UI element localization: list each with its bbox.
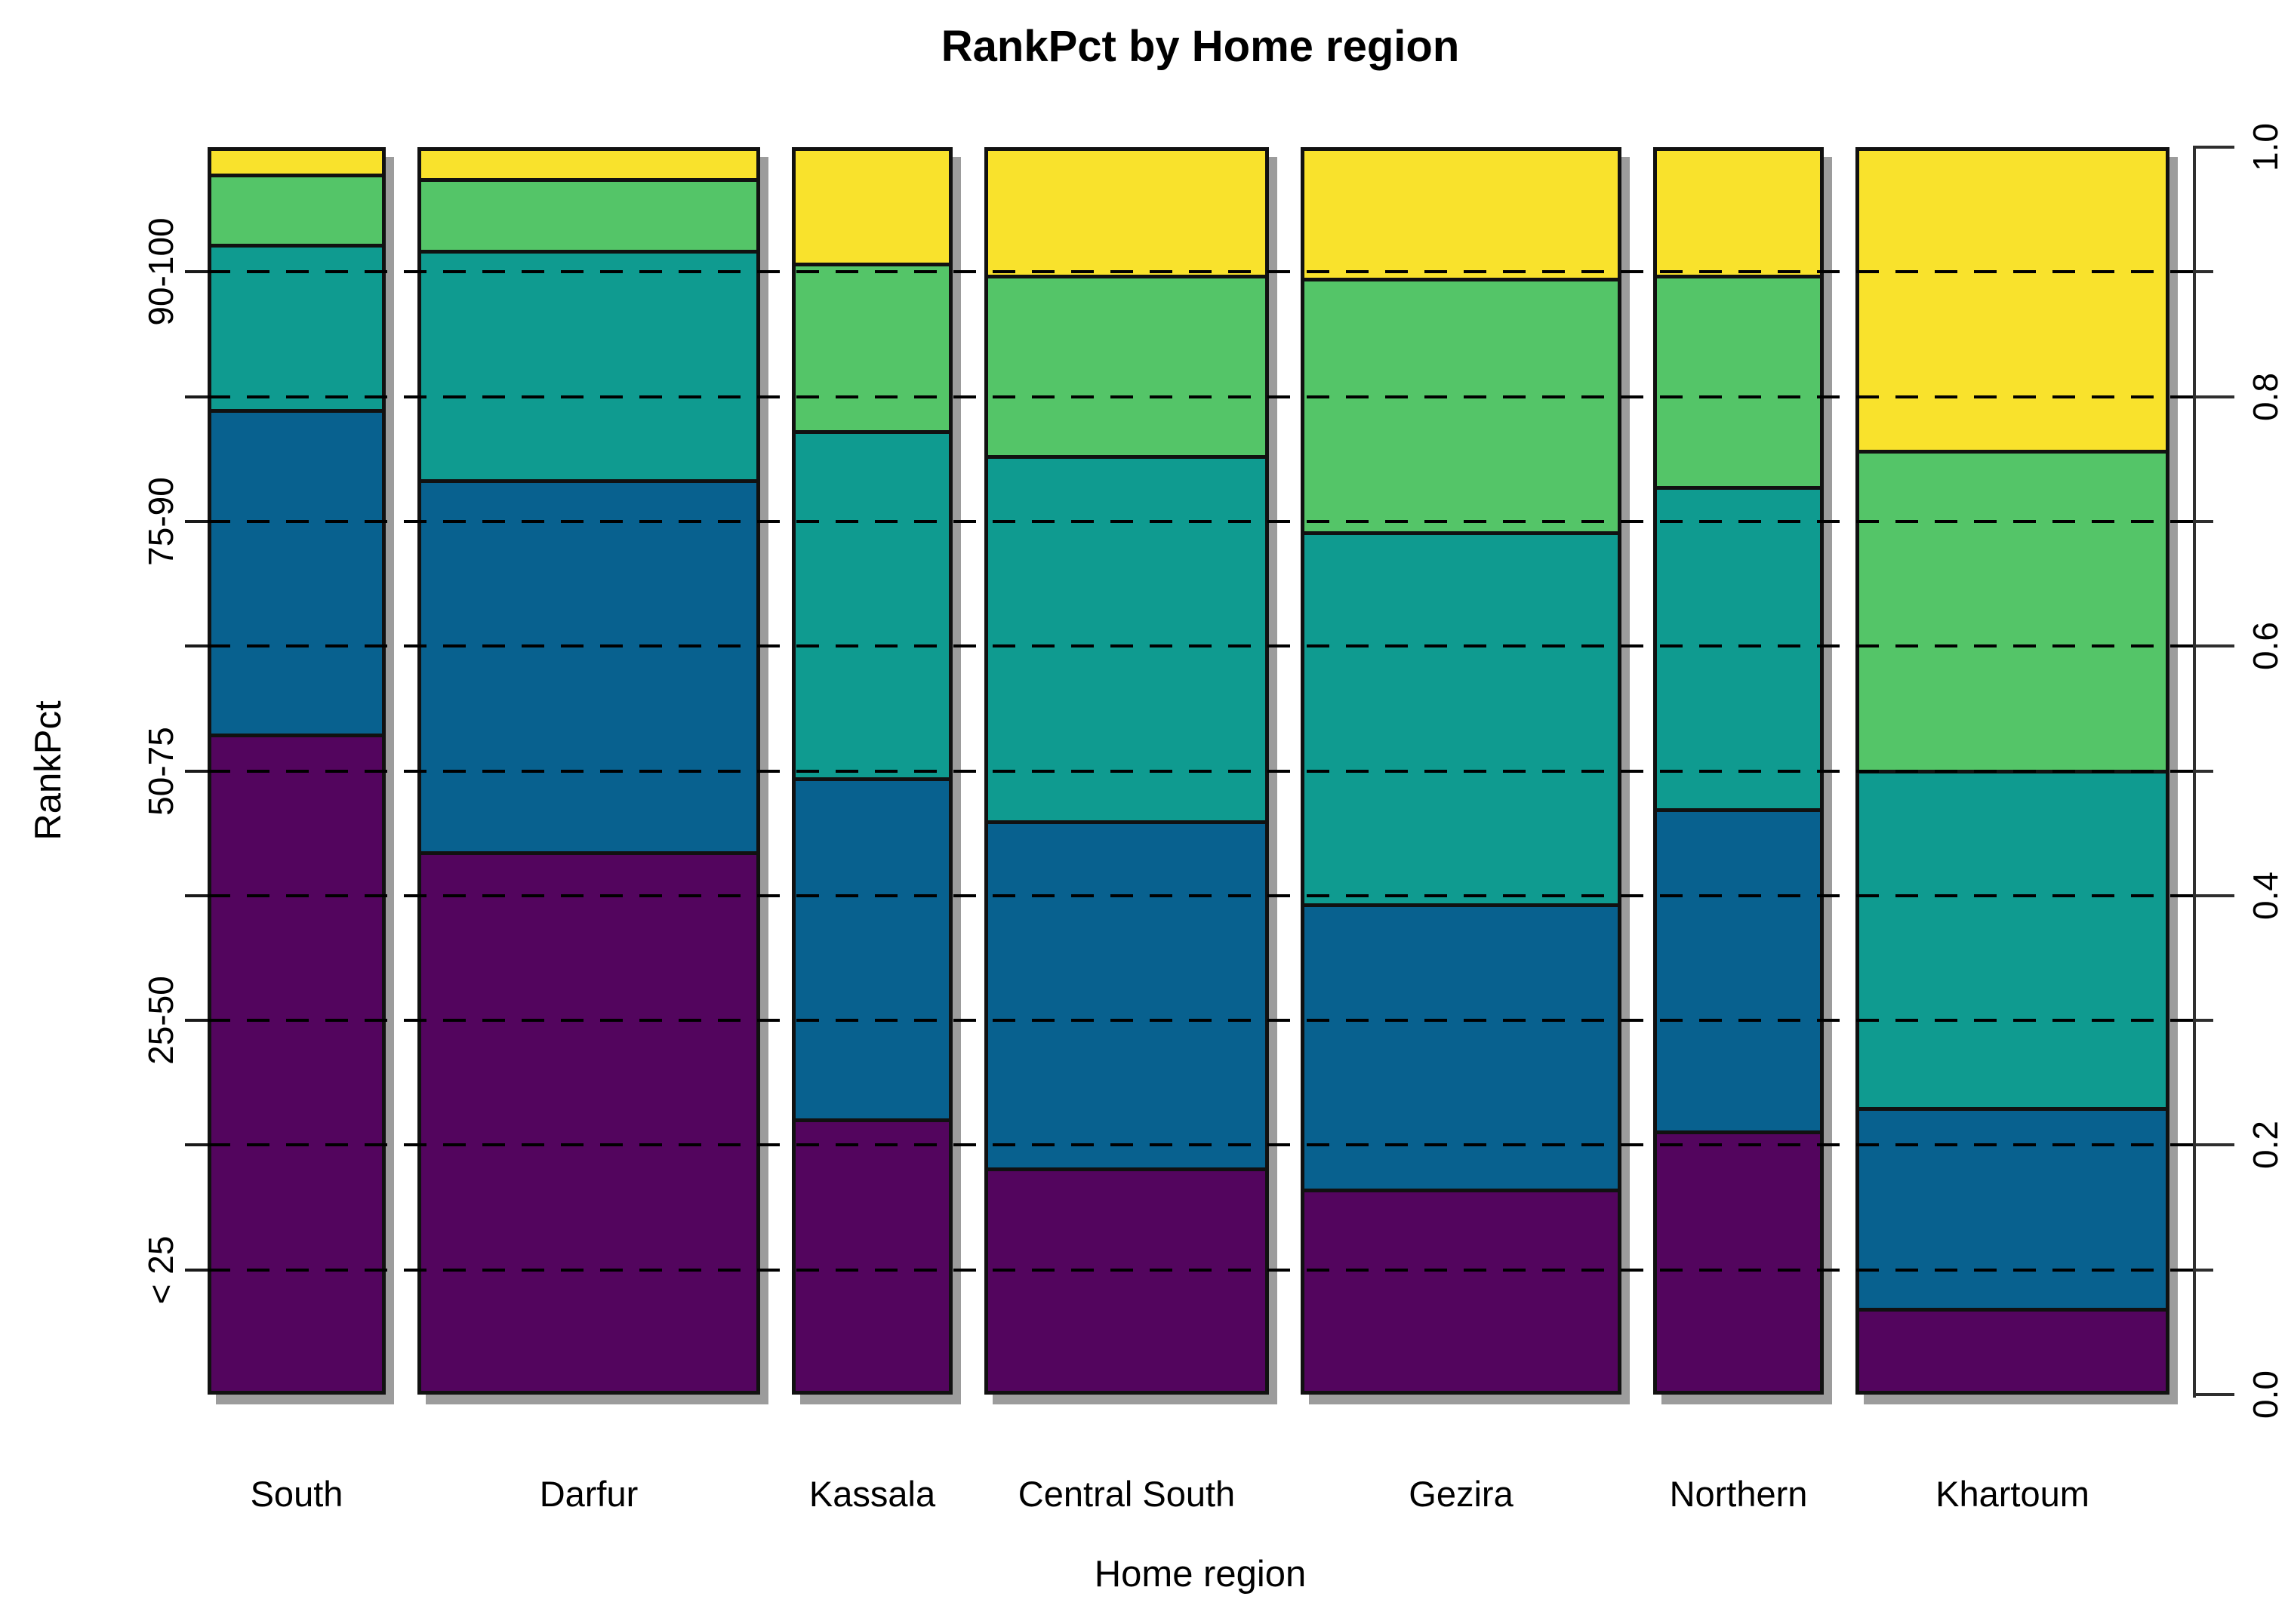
x-category-label-gezira: Gezira bbox=[1409, 1474, 1514, 1514]
right-axis-major-tick-0.6 bbox=[2193, 644, 2234, 648]
segment-khartoum-25-50 bbox=[1859, 1106, 2166, 1308]
left-axis-tick-0.1 bbox=[185, 1268, 208, 1272]
segment-kassala-25-50 bbox=[796, 777, 949, 1118]
right-axis-minor-tick-0.7 bbox=[2193, 519, 2213, 523]
right-axis-major-tick-0.8 bbox=[2193, 395, 2234, 398]
x-category-label-northern: Northern bbox=[1669, 1474, 1808, 1514]
left-axis-tick-0.7 bbox=[185, 519, 208, 523]
segment-khartoum-75-90 bbox=[1859, 449, 2166, 770]
segment-central-south-25 bbox=[988, 1167, 1265, 1391]
left-axis-tick-0.3 bbox=[185, 1019, 208, 1023]
segment-south-90-100 bbox=[211, 151, 382, 174]
right-axis-line bbox=[2193, 147, 2196, 1398]
gridline-0.7 bbox=[208, 519, 2193, 523]
right-axis-minor-tick-0.9 bbox=[2193, 270, 2213, 274]
y-category-label-75-90: 75-90 bbox=[141, 477, 180, 566]
left-axis-tick-0.2 bbox=[185, 1143, 208, 1147]
x-category-label-darfur: Darfur bbox=[539, 1474, 639, 1514]
gridline-0.5 bbox=[208, 769, 2193, 773]
y-category-label-25: < 25 bbox=[141, 1235, 180, 1305]
right-axis-minor-tick-0.5 bbox=[2193, 769, 2213, 773]
segment-central-south-90-100 bbox=[988, 151, 1265, 275]
segment-khartoum-25 bbox=[1859, 1307, 2166, 1391]
segment-northern-25 bbox=[1657, 1130, 1820, 1391]
y-category-label-25-50: 25-50 bbox=[141, 976, 180, 1065]
segment-south-50-75 bbox=[211, 244, 382, 409]
segment-south-25 bbox=[211, 734, 382, 1391]
right-axis-tick-label-0.0: 0.0 bbox=[2246, 1370, 2285, 1419]
left-axis-tick-0.5 bbox=[185, 769, 208, 773]
segment-khartoum-50-75 bbox=[1859, 769, 2166, 1107]
left-axis-tick-0.6 bbox=[185, 644, 208, 648]
x-category-label-south: South bbox=[250, 1474, 343, 1514]
x-category-label-khartoum: Khartoum bbox=[1935, 1474, 2089, 1514]
segment-khartoum-90-100 bbox=[1859, 151, 2166, 450]
gridline-0.1 bbox=[208, 1268, 2193, 1272]
segment-kassala-25 bbox=[796, 1118, 949, 1391]
y-category-label-50-75: 50-75 bbox=[141, 726, 180, 816]
right-axis-major-tick-0.4 bbox=[2193, 894, 2234, 897]
segment-kassala-75-90 bbox=[796, 262, 949, 430]
gridline-0.8 bbox=[208, 395, 2193, 398]
gridline-0.3 bbox=[208, 1019, 2193, 1023]
segment-gezira-75-90 bbox=[1304, 277, 1618, 532]
segment-central-south-25-50 bbox=[988, 820, 1265, 1168]
gridline-0.6 bbox=[208, 644, 2193, 648]
segment-northern-75-90 bbox=[1657, 275, 1820, 486]
left-axis-tick-0.8 bbox=[185, 395, 208, 398]
left-axis-tick-0.9 bbox=[185, 270, 208, 274]
right-axis-minor-tick-0.3 bbox=[2193, 1019, 2213, 1023]
segment-kassala-50-75 bbox=[796, 429, 949, 777]
bar-south bbox=[208, 147, 386, 1395]
y-axis-title: RankPct bbox=[28, 700, 69, 841]
left-axis-tick-0.4 bbox=[185, 894, 208, 897]
x-category-label-kassala: Kassala bbox=[808, 1474, 936, 1514]
right-axis-minor-tick-0.1 bbox=[2193, 1268, 2213, 1272]
x-axis-title: Home region bbox=[1094, 1554, 1307, 1595]
gridline-0.9 bbox=[208, 270, 2193, 274]
right-axis-major-tick-1 bbox=[2193, 146, 2234, 149]
right-axis-tick-label-0.2: 0.2 bbox=[2246, 1121, 2285, 1170]
bar-northern bbox=[1653, 147, 1824, 1395]
segment-northern-90-100 bbox=[1657, 151, 1820, 275]
segment-darfur-25-50 bbox=[421, 479, 756, 852]
segment-central-south-75-90 bbox=[988, 275, 1265, 455]
segment-darfur-25 bbox=[421, 851, 756, 1391]
segment-gezira-25-50 bbox=[1304, 903, 1618, 1189]
right-axis-tick-label-0.6: 0.6 bbox=[2246, 622, 2285, 671]
segment-south-25-50 bbox=[211, 408, 382, 734]
right-axis-tick-label-0.4: 0.4 bbox=[2246, 871, 2285, 920]
segment-gezira-25 bbox=[1304, 1189, 1618, 1391]
segment-kassala-90-100 bbox=[796, 151, 949, 263]
right-axis-tick-label-1.0: 1.0 bbox=[2246, 123, 2285, 171]
segment-central-south-50-75 bbox=[988, 454, 1265, 821]
gridline-0.4 bbox=[208, 894, 2193, 897]
right-axis-tick-label-0.8: 0.8 bbox=[2246, 372, 2285, 421]
segment-darfur-75-90 bbox=[421, 178, 756, 251]
chart-title: RankPct by Home region bbox=[941, 22, 1460, 71]
right-axis-major-tick-0 bbox=[2193, 1393, 2234, 1396]
right-axis-major-tick-0.2 bbox=[2193, 1143, 2234, 1147]
segment-south-75-90 bbox=[211, 173, 382, 245]
gridline-0.2 bbox=[208, 1143, 2193, 1147]
segment-northern-25-50 bbox=[1657, 807, 1820, 1130]
x-category-label-central-south: Central South bbox=[1018, 1474, 1236, 1514]
segment-darfur-50-75 bbox=[421, 250, 756, 480]
segment-darfur-90-100 bbox=[421, 151, 756, 179]
y-category-label-90-100: 90-100 bbox=[141, 217, 180, 326]
segment-gezira-90-100 bbox=[1304, 151, 1618, 278]
segment-gezira-50-75 bbox=[1304, 531, 1618, 904]
